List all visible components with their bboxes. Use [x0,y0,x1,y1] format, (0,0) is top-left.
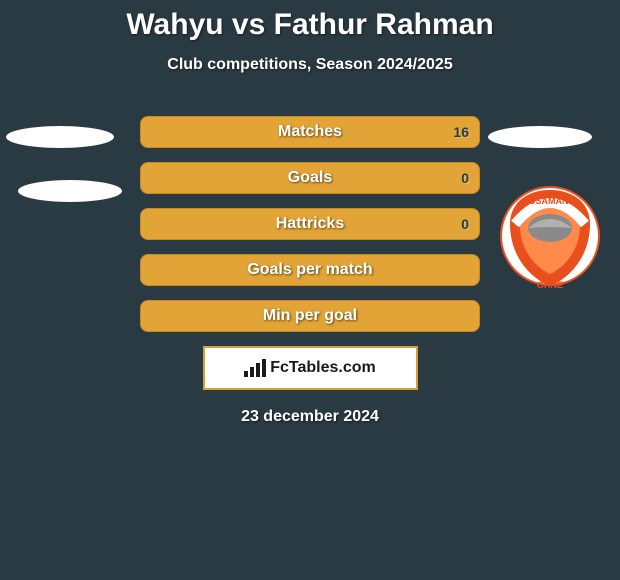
stat-row-matches: Matches 16 [140,116,480,148]
stat-label: Matches [278,123,342,141]
stat-row-goals-per-match: Goals per match [140,254,480,286]
subtitle: Club competitions, Season 2024/2025 [0,56,620,74]
club-left-logo-placeholder [18,180,122,202]
stat-label: Goals [288,169,332,187]
stat-row-hattricks: Hattricks 0 [140,208,480,240]
brand-badge[interactable]: FcTables.com [203,346,418,390]
stat-value: 0 [461,170,469,186]
player-right-photo-placeholder [488,126,592,148]
stat-row-goals: Goals 0 [140,162,480,194]
date-text: 23 december 2024 [0,408,620,426]
stat-label: Goals per match [247,261,372,279]
club-right-logo: USAMANI ORNE [500,178,600,294]
player-left-photo-placeholder [6,126,114,148]
club-logo-bottom-text: ORNE [537,280,563,290]
brand-label: FcTables.com [270,359,376,377]
page-title: Wahyu vs Fathur Rahman [0,8,620,42]
chart-icon [244,359,266,377]
stat-label: Hattricks [276,215,344,233]
club-logo-top-text: USAMANI [529,196,571,206]
stat-row-min-per-goal: Min per goal [140,300,480,332]
stat-value: 0 [461,216,469,232]
brand-text: FcTables.com [244,359,376,377]
stat-label: Min per goal [263,307,357,325]
stat-value: 16 [453,124,469,140]
